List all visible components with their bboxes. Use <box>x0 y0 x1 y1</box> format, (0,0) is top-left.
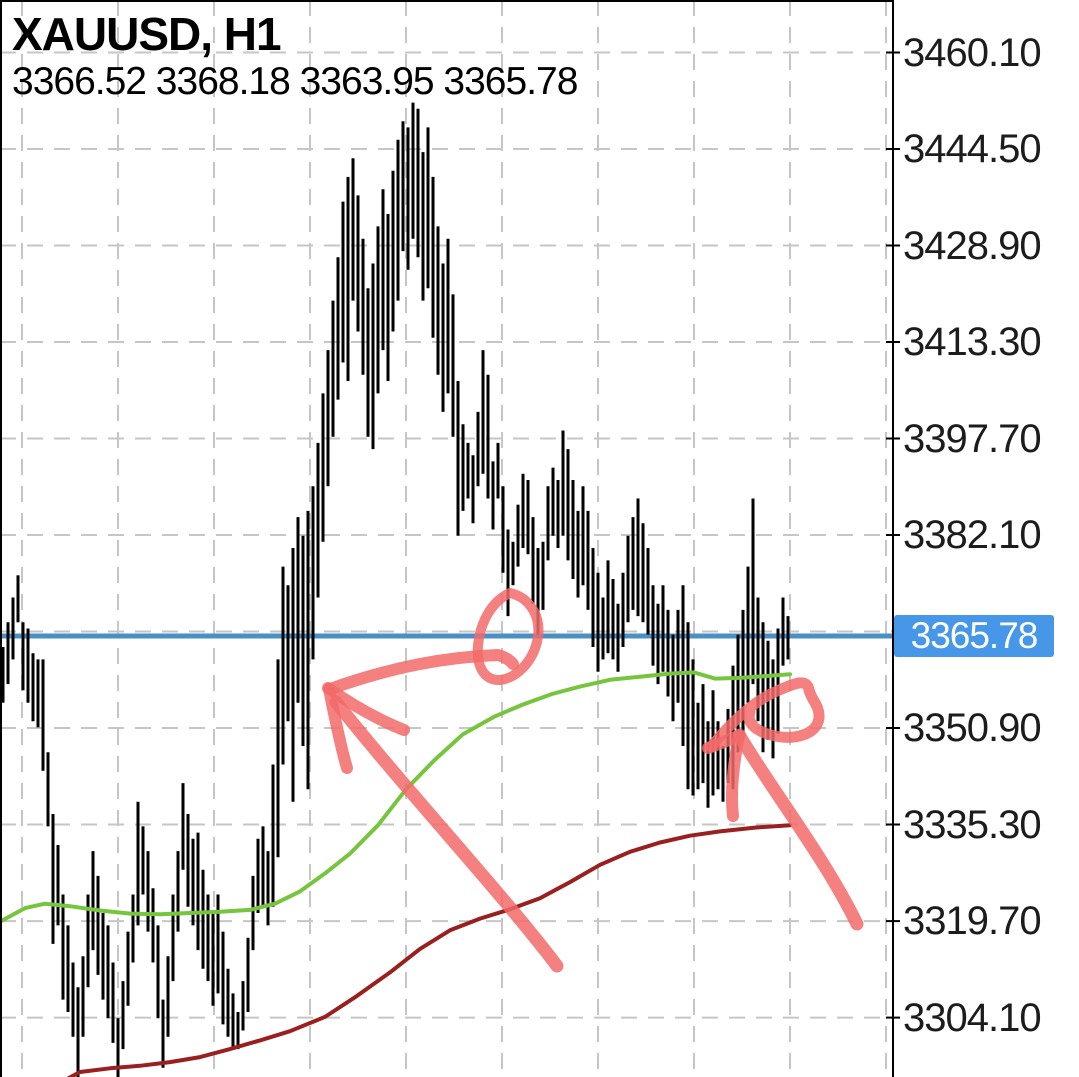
price-axis-label: 3304.10 <box>903 995 1042 1040</box>
ma-slow-line <box>66 823 792 1077</box>
ma-fast-line <box>0 670 792 924</box>
price-axis-label: 3319.70 <box>903 899 1042 944</box>
price-axis-label: 3460.10 <box>903 30 1042 75</box>
price-axis-label: 3350.90 <box>903 706 1042 751</box>
current-price-badge: 3365.78 <box>894 615 1054 657</box>
price-axis-label: 3335.30 <box>903 802 1042 847</box>
annotation-left-circle <box>472 588 544 685</box>
annotation-left-arrow-shaft <box>329 695 564 973</box>
annotation-right-arrowhead-barb-down <box>725 729 745 822</box>
price-axis-label: 3428.90 <box>903 223 1042 268</box>
current-price-value: 3365.78 <box>910 615 1039 656</box>
annotation-right-arrow-shaft <box>734 731 864 931</box>
price-axis-label: 3444.50 <box>903 127 1042 172</box>
annotation-left-arrowhead-barb-down <box>323 683 353 774</box>
annotation-right-loop <box>705 677 825 753</box>
price-axis-label: 3382.10 <box>903 513 1042 558</box>
price-axis-label: 3397.70 <box>903 416 1042 461</box>
price-axis-label: 3413.30 <box>903 320 1042 365</box>
